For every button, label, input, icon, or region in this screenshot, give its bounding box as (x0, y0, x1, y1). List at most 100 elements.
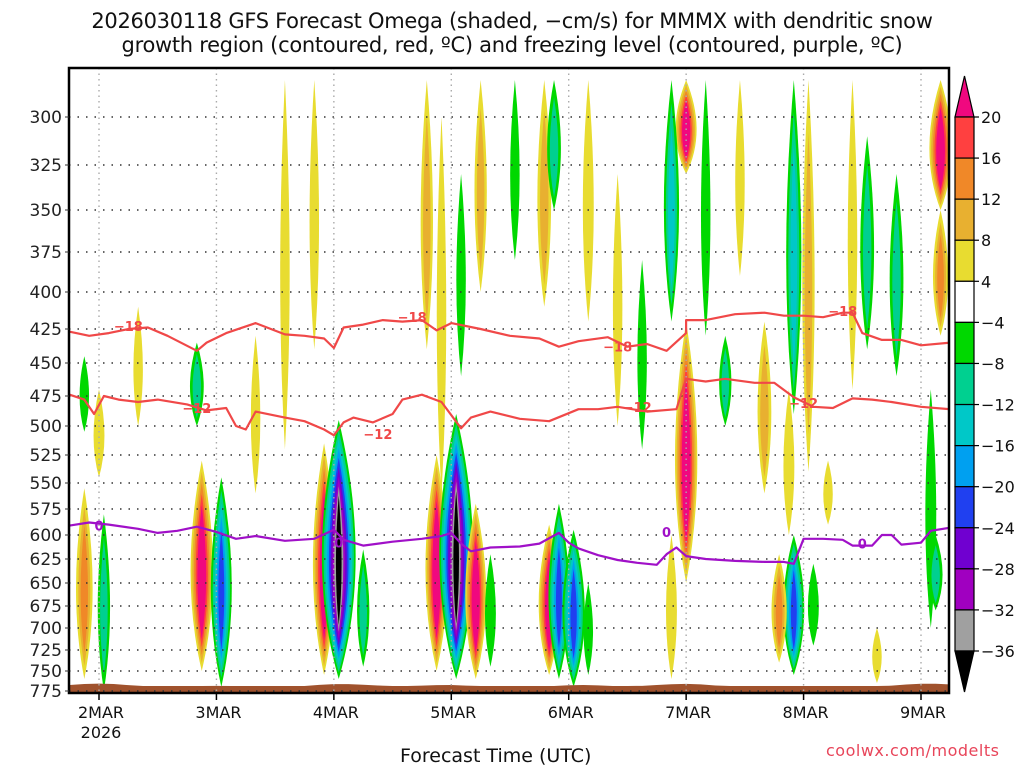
colorbar-bin--32-to--36 (954, 609, 975, 652)
y-tick-label-750: 750 (30, 662, 62, 682)
omega-shade-level (735, 80, 745, 276)
omega-shade-level (760, 344, 769, 477)
omega-feature-49 (719, 335, 732, 426)
omega-shade-level (570, 569, 577, 659)
colorbar-label--24: −24 (981, 519, 1015, 538)
colorbar-label--32: −32 (981, 601, 1015, 620)
omega-feature-32 (889, 174, 904, 377)
omega-shade-level (847, 80, 858, 390)
omega-feature-18 (666, 535, 677, 679)
omega-feature-21 (663, 80, 680, 322)
contour-lines (69, 311, 949, 566)
colorbar: 20 16 12 8 4 −4 −8 −12 −16 −20 −24 −28 −32 −36 (954, 75, 1015, 693)
contour-label: −18 (603, 341, 632, 356)
omega-feature-30 (847, 80, 858, 390)
x-tick-label-2MAR: 2MAR (78, 703, 124, 722)
colorbar-label--16: −16 (981, 437, 1015, 456)
omega-feature-28 (771, 554, 787, 663)
omega-shade-level (309, 80, 320, 350)
omega-feature-39 (420, 80, 433, 350)
omega-shade-level (582, 80, 594, 322)
colorbar-label-12: 12 (981, 190, 1001, 209)
omega-feature-52 (250, 335, 261, 494)
omega-feature-29 (807, 563, 819, 646)
omega-shade-level (540, 110, 549, 285)
omega-feature-50 (757, 321, 772, 494)
omega-shade-level (476, 108, 485, 272)
colorbar-bin-8-to-4 (954, 239, 975, 282)
x-tick-label-7MAR: 7MAR (665, 703, 711, 722)
colorbar-label-8: 8 (981, 231, 991, 250)
y-tick-label-500: 500 (30, 417, 62, 437)
credit-link[interactable]: coolwx.com/modelts (826, 741, 1000, 760)
omega-shade-level (931, 545, 940, 604)
contour-label: 0 (858, 538, 867, 553)
terrain-layer (69, 683, 949, 693)
omega-feature-17 (583, 583, 594, 675)
omega-shade-level (250, 335, 261, 494)
omega-shade-level (473, 550, 479, 646)
omega-feature-25 (802, 80, 815, 472)
omega-feature-54 (309, 80, 320, 350)
omega-shade-level (335, 495, 342, 626)
omega-shade-level (823, 460, 833, 525)
omega-shade-level (790, 570, 797, 650)
x-tick-sublabel: 2026 (81, 723, 122, 742)
omega-feature-34 (928, 535, 943, 611)
colorbar-label-16: 16 (981, 149, 1001, 168)
omega-feature-27 (783, 535, 805, 675)
omega-feature-51 (823, 460, 833, 525)
contour-freezing-level-0 (69, 521, 949, 566)
omega-shade-level (484, 554, 496, 667)
omega-shade-level (80, 525, 89, 653)
omega-shade-level (775, 575, 783, 648)
omega-feature-31 (860, 136, 875, 350)
chart-title-line-1: 2026030118 GFS Forecast Omega (shaded, −… (91, 9, 933, 33)
contour-label: −18 (828, 305, 857, 320)
omega-shade-level (436, 117, 447, 494)
omega-shade-level (280, 80, 290, 450)
contour-dgz-minus-12 (69, 377, 949, 437)
omega-shade-level (807, 563, 819, 646)
contour-label: 0 (662, 526, 671, 541)
contour-label: −18 (398, 311, 427, 326)
colorbar-label--4: −4 (981, 313, 1005, 332)
omega-shade-level (218, 529, 225, 650)
y-tick-label-400: 400 (30, 283, 62, 303)
y-tick-label-300: 300 (30, 108, 62, 128)
y-axis: 300 325 350 375 400 425 450 475 500 525 550 575 600 6… (30, 108, 69, 702)
contour-label: −12 (789, 397, 818, 412)
contour-labels: −18 −18 −18 −18 −12 −12 −12 −12 0 0 0 0 (94, 305, 867, 553)
x-tick-label-4MAR: 4MAR (313, 703, 359, 722)
omega-feature-2 (79, 356, 90, 432)
omega-shade-level (872, 628, 882, 683)
colorbar-bin--4-to--8 (954, 321, 975, 365)
omega-shade-level (199, 516, 205, 632)
y-tick-label-675: 675 (30, 597, 62, 617)
x-tick-label-8MAR: 8MAR (783, 703, 829, 722)
x-tick-label-3MAR: 3MAR (195, 703, 241, 722)
colorbar-bin-16-to-12 (954, 157, 975, 200)
omega-shade-level (510, 80, 520, 260)
y-tick-label-350: 350 (30, 201, 62, 221)
omega-shade-level (937, 114, 944, 186)
colorbar-label--8: −8 (981, 354, 1005, 373)
omega-feature-8 (321, 420, 356, 679)
terrain-surface (69, 683, 949, 693)
colorbar-bin--20-to--24 (954, 486, 975, 529)
omega-shade-level (892, 201, 901, 357)
contour-dgz-minus-18 (69, 311, 949, 352)
contour-label: 0 (94, 520, 103, 535)
y-tick-label-575: 575 (30, 500, 62, 520)
omega-shade-level (804, 132, 813, 435)
omega-shading (76, 80, 949, 691)
colorbar-label-20: 20 (981, 108, 1001, 127)
omega-feature-42 (474, 80, 487, 292)
y-tick-label-600: 600 (30, 526, 62, 546)
omega-shade-level (583, 583, 594, 675)
omega-feature-9 (357, 549, 370, 667)
omega-feature-35 (872, 628, 882, 683)
colorbar-top-arrow (954, 75, 975, 118)
omega-feature-37 (932, 210, 949, 336)
